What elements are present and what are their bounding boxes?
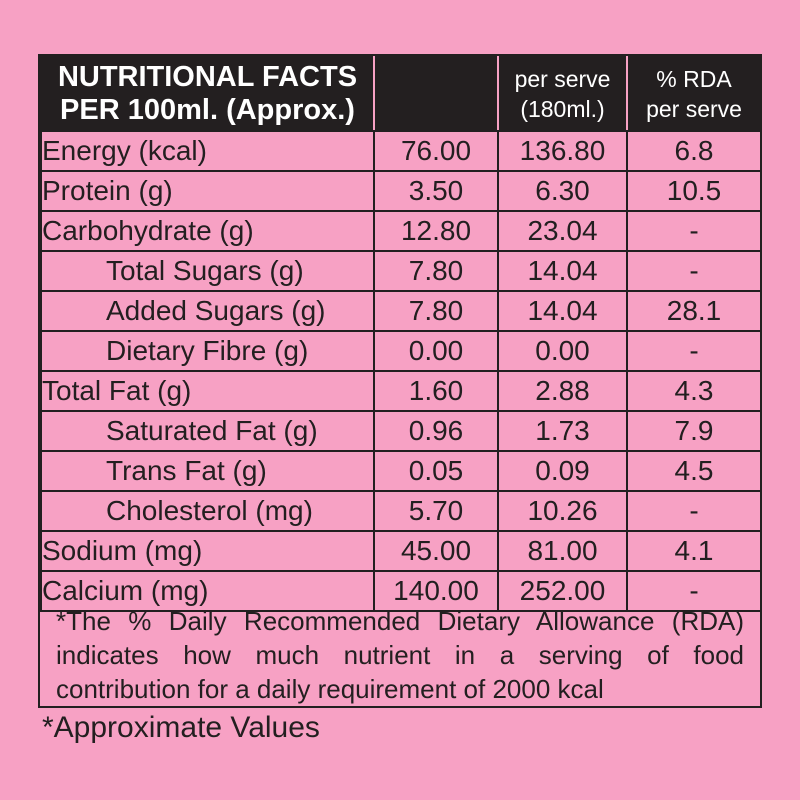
table-row-trans-fat: Trans Fat (g) 0.05 0.09 4.5 — [40, 450, 762, 492]
per-100ml-value: 76.00 — [373, 130, 499, 172]
rda-footnote: *The % Daily Recommended Dietary Allowan… — [56, 606, 744, 704]
rda-value: 6.8 — [626, 130, 762, 172]
rda-value: 4.3 — [626, 370, 762, 412]
nutrient-label: Cholesterol (mg) — [40, 490, 375, 532]
approximate-values-note: *Approximate Values — [42, 711, 320, 744]
rda-line-2: per serve — [646, 96, 742, 122]
per-serve-value: 14.04 — [497, 250, 628, 292]
nutrient-label: Total Fat (g) — [40, 370, 375, 412]
nutrition-facts-panel: NUTRITIONAL FACTS PER 100ml. (Approx.) p… — [38, 54, 762, 708]
nutrient-label: Dietary Fibre (g) — [40, 330, 375, 372]
per-100ml-value: 5.70 — [373, 490, 499, 532]
table-row-added-sugars: Added Sugars (g) 7.80 14.04 28.1 — [40, 290, 762, 332]
per-100ml-value: 1.60 — [373, 370, 499, 412]
table-row-calcium: Calcium (mg) 140.00 252.00 - — [40, 570, 762, 612]
per-100ml-value: 0.00 — [373, 330, 499, 372]
per-serve-value: 81.00 — [497, 530, 628, 572]
per-serve-value: 6.30 — [497, 170, 628, 212]
table-row-total-sugars: Total Sugars (g) 7.80 14.04 - — [40, 250, 762, 292]
per-serve-line-2: (180ml.) — [520, 96, 605, 122]
table-row-energy: Energy (kcal) 76.00 136.80 6.8 — [40, 130, 762, 172]
nutrient-label: Saturated Fat (g) — [40, 410, 375, 452]
rda-value: - — [626, 490, 762, 532]
per-serve-value: 136.80 — [497, 130, 628, 172]
per-serve-value: 252.00 — [497, 570, 628, 612]
title-line-1: NUTRITIONAL FACTS — [57, 61, 358, 93]
per-100ml-value: 7.80 — [373, 250, 499, 292]
per-100ml-value: 45.00 — [373, 530, 499, 572]
per-100ml-value: 7.80 — [373, 290, 499, 332]
per-serve-line-1: per serve — [514, 66, 611, 92]
nutrient-label: Total Sugars (g) — [40, 250, 375, 292]
rda-value: 10.5 — [626, 170, 762, 212]
per-100ml-value: 0.05 — [373, 450, 499, 492]
per-serve-value: 1.73 — [497, 410, 628, 452]
per-100ml-value: 0.96 — [373, 410, 499, 452]
rda-value: - — [626, 570, 762, 612]
rda-value: 7.9 — [626, 410, 762, 452]
table-row-total-fat: Total Fat (g) 1.60 2.88 4.3 — [40, 370, 762, 412]
rda-value: - — [626, 330, 762, 372]
nutrient-label: Carbohydrate (g) — [40, 210, 375, 252]
table-header-row: NUTRITIONAL FACTS PER 100ml. (Approx.) p… — [40, 56, 762, 132]
column-header-per-100ml — [373, 56, 499, 132]
per-100ml-value: 12.80 — [373, 210, 499, 252]
per-serve-value: 10.26 — [497, 490, 628, 532]
nutrient-label: Added Sugars (g) — [40, 290, 375, 332]
column-header-per-serve: per serve (180ml.) — [497, 56, 628, 132]
per-100ml-value: 3.50 — [373, 170, 499, 212]
table-row-sodium: Sodium (mg) 45.00 81.00 4.1 — [40, 530, 762, 572]
nutrient-label: Protein (g) — [40, 170, 375, 212]
rda-value: 28.1 — [626, 290, 762, 332]
per-serve-value: 23.04 — [497, 210, 628, 252]
rda-value: 4.5 — [626, 450, 762, 492]
per-serve-value: 2.88 — [497, 370, 628, 412]
rda-value: - — [626, 210, 762, 252]
nutrient-label: Sodium (mg) — [40, 530, 375, 572]
rda-line-1: % RDA — [656, 66, 732, 92]
column-header-rda: % RDA per serve — [626, 56, 762, 132]
nutrition-table: NUTRITIONAL FACTS PER 100ml. (Approx.) p… — [40, 56, 762, 612]
per-serve-value: 14.04 — [497, 290, 628, 332]
nutrient-label: Calcium (mg) — [40, 570, 375, 612]
nutrient-label: Energy (kcal) — [40, 130, 375, 172]
table-row-carbohydrate: Carbohydrate (g) 12.80 23.04 - — [40, 210, 762, 252]
table-row-protein: Protein (g) 3.50 6.30 10.5 — [40, 170, 762, 212]
table-title: NUTRITIONAL FACTS PER 100ml. (Approx.) — [40, 56, 375, 132]
table-row-cholesterol: Cholesterol (mg) 5.70 10.26 - — [40, 490, 762, 532]
per-serve-value: 0.00 — [497, 330, 628, 372]
title-line-2: PER 100ml. (Approx.) — [60, 94, 355, 126]
rda-value: - — [626, 250, 762, 292]
table-row-saturated-fat: Saturated Fat (g) 0.96 1.73 7.9 — [40, 410, 762, 452]
per-serve-value: 0.09 — [497, 450, 628, 492]
rda-value: 4.1 — [626, 530, 762, 572]
per-100ml-value: 140.00 — [373, 570, 499, 612]
table-row-dietary-fibre: Dietary Fibre (g) 0.00 0.00 - — [40, 330, 762, 372]
nutrient-label: Trans Fat (g) — [40, 450, 375, 492]
